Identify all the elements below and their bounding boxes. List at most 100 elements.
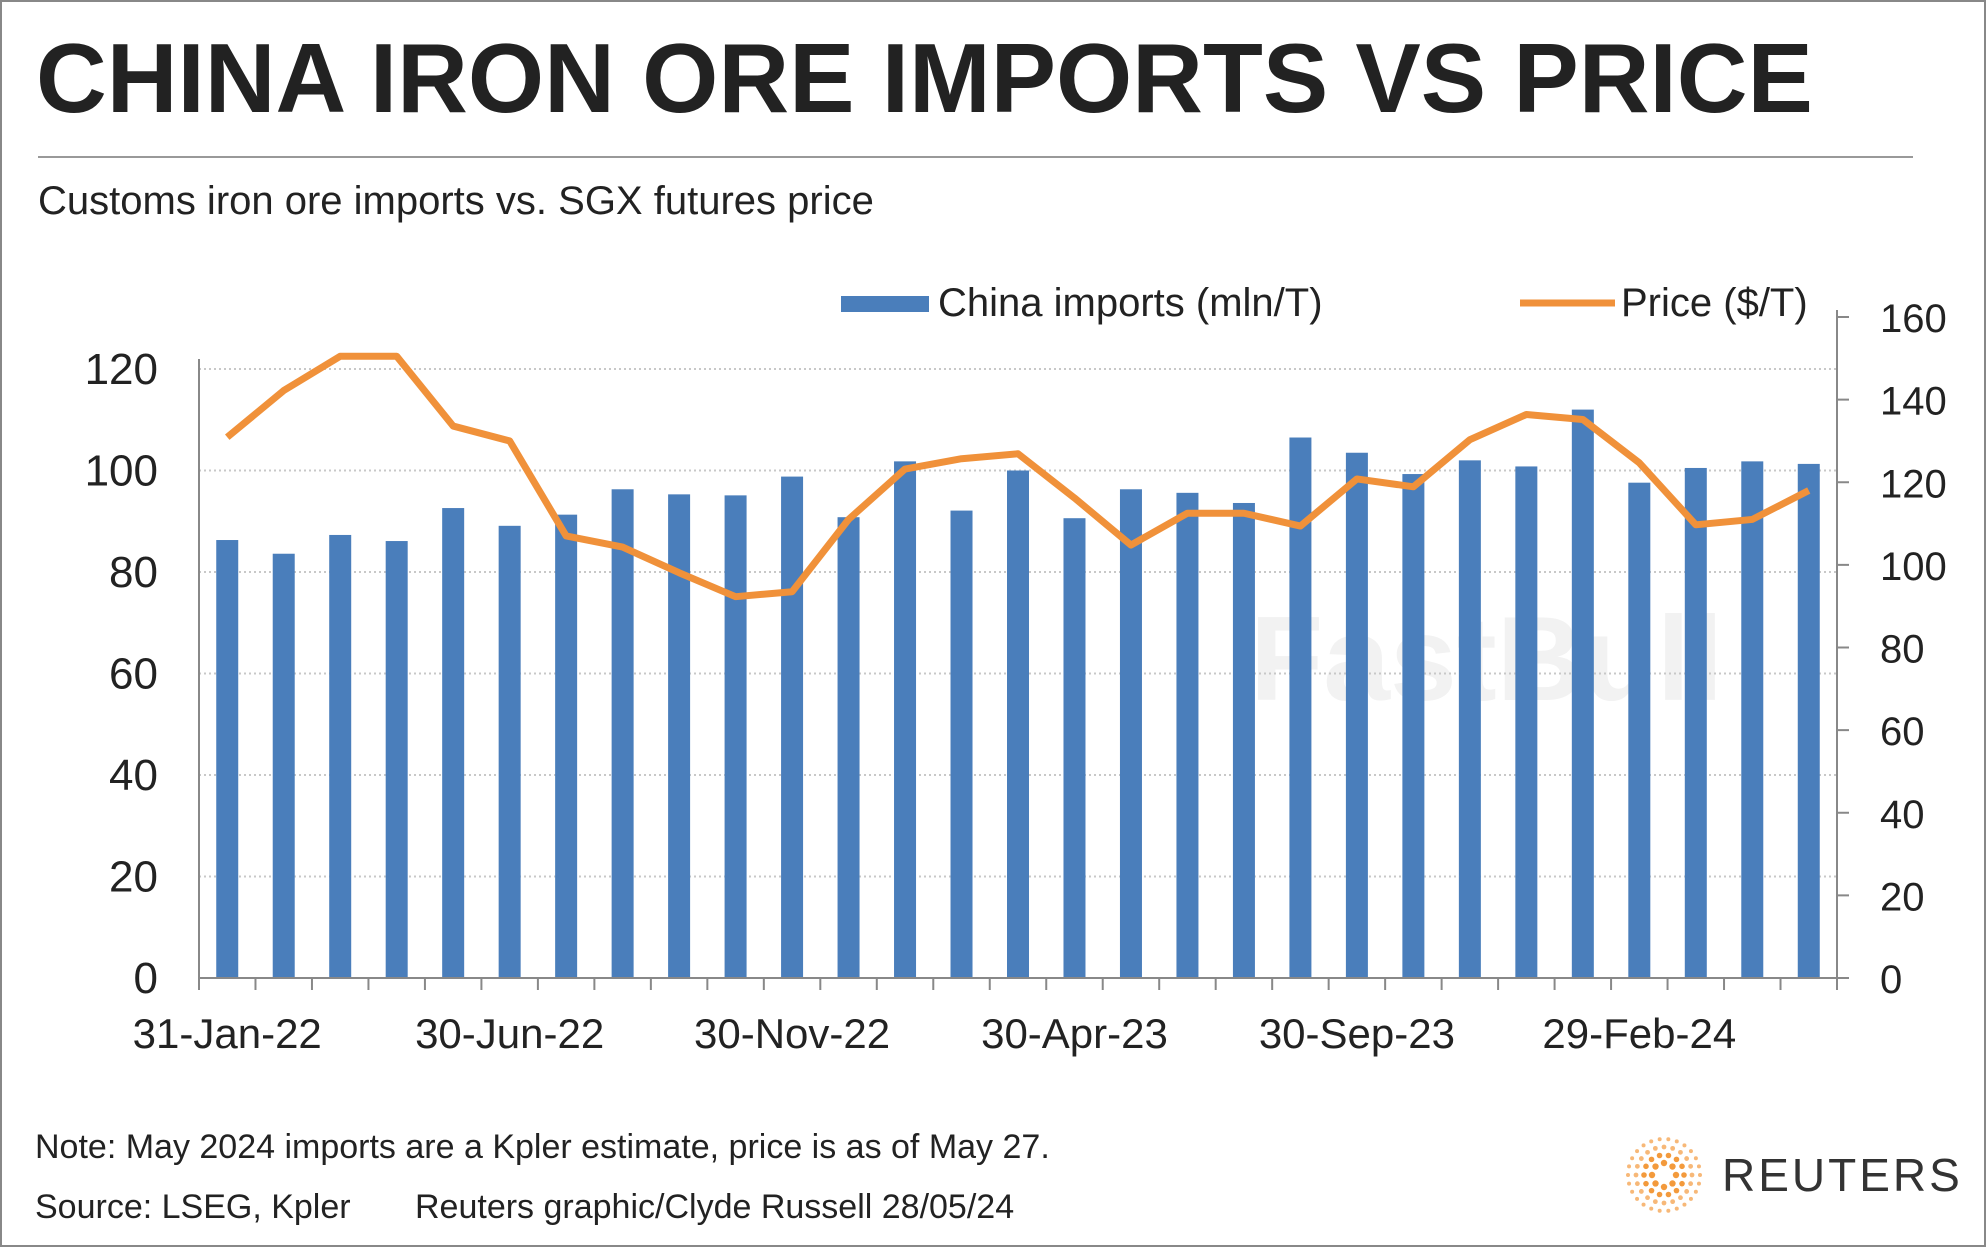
bar-Oct-22: [724, 495, 747, 978]
logo-dot: [1643, 1180, 1649, 1187]
logo-dot: [1696, 1181, 1701, 1186]
logo-dot: [1649, 1139, 1654, 1144]
logo-dot: [1661, 1200, 1667, 1206]
line-series: [225, 352, 1811, 601]
reuters-logo-text: REUTERS: [1722, 1149, 1963, 1201]
logo-dot: [1648, 1171, 1656, 1179]
logo-dot: [1630, 1189, 1635, 1194]
bar-Aug-23: [1289, 437, 1312, 978]
logo-dot: [1657, 1208, 1662, 1213]
logo-dot: [1656, 1152, 1663, 1159]
bar-Mar-24: [1684, 467, 1707, 978]
logo-dot: [1635, 1149, 1640, 1154]
logo-dot: [1688, 1196, 1693, 1201]
y-right-tick-label: 160: [1880, 297, 1947, 341]
bar-May-24: [1797, 463, 1820, 979]
logo-dot: [1673, 1187, 1680, 1194]
logo-dot: [1627, 1164, 1632, 1169]
bar-series: [216, 409, 1820, 979]
logo-dot: [1657, 1137, 1662, 1142]
logo-dot: [1693, 1189, 1698, 1194]
logo-dot: [1688, 1163, 1694, 1169]
y-left-tick-label: 100: [85, 447, 158, 496]
axes: 0 20 40 60 80 100 120 0 20 40 60 80 100 120 140 160 31-J…: [85, 297, 1947, 1057]
source-text: Source: LSEG, Kpler: [35, 1188, 351, 1226]
logo-dot: [1672, 1171, 1680, 1179]
bar-Jan-23: [894, 461, 917, 978]
y-right-tick-label: 40: [1880, 793, 1925, 837]
x-tick-label: 30-Apr-23: [981, 1010, 1168, 1057]
logo-dot: [1652, 1199, 1658, 1205]
logo-dot: [1652, 1145, 1658, 1151]
logo-dot: [1648, 1156, 1655, 1163]
logo-dot: [1626, 1173, 1630, 1177]
logo-dot: [1660, 1159, 1668, 1167]
logo-dot: [1682, 1202, 1687, 1207]
logo-dot: [1652, 1180, 1659, 1187]
bar-Feb-24: [1628, 482, 1651, 978]
logo-dot: [1645, 1195, 1650, 1201]
bar-Oct-23: [1402, 474, 1425, 978]
logo-dot: [1665, 1152, 1672, 1159]
logo-dot: [1681, 1172, 1687, 1178]
gridlines: [199, 368, 1837, 878]
chart-title: CHINA IRON ORE IMPORTS VS PRICE: [36, 23, 1813, 133]
credit-text: Reuters graphic/Clyde Russell 28/05/24: [415, 1188, 1014, 1226]
bar-Nov-22: [781, 476, 804, 978]
logo-dot: [1674, 1139, 1679, 1144]
bar-Jun-22: [498, 525, 521, 978]
logo-dot: [1627, 1181, 1632, 1186]
y-left-tick-label: 60: [109, 650, 158, 699]
logo-dot: [1638, 1189, 1644, 1194]
y-right-tick-label: 100: [1880, 545, 1947, 589]
x-tick-label: 29-Feb-24: [1542, 1010, 1736, 1057]
logo-dot: [1693, 1156, 1698, 1161]
logo-dot: [1684, 1189, 1690, 1194]
watermark: FastBull: [1250, 592, 1723, 726]
logo-dot: [1641, 1172, 1647, 1178]
bar-May-23: [1119, 489, 1142, 978]
bar-Aug-22: [611, 489, 634, 978]
logo-dot: [1656, 1191, 1663, 1198]
bar-Sep-22: [668, 494, 691, 978]
logo-dot: [1665, 1191, 1672, 1198]
logo-dot: [1648, 1187, 1655, 1194]
bar-Jul-23: [1232, 502, 1255, 978]
logo-dot: [1669, 1163, 1676, 1170]
y-right-tick-label: 140: [1880, 380, 1947, 424]
watermark-text: FastBull: [1250, 592, 1723, 726]
bar-Apr-23: [1063, 518, 1086, 978]
y-left-tick-label: 20: [109, 853, 158, 902]
logo-dot: [1633, 1172, 1639, 1178]
chart-subtitle: Customs iron ore imports vs. SGX futures…: [38, 179, 874, 223]
bar-Jan-22: [216, 540, 239, 978]
logo-dot: [1678, 1195, 1683, 1201]
bar-Apr-22: [385, 541, 408, 978]
bar-Nov-23: [1458, 460, 1481, 979]
logo-dot: [1670, 1199, 1676, 1205]
logo-dot: [1679, 1163, 1685, 1170]
logo-dot: [1688, 1149, 1693, 1154]
x-tick-label: 31-Jan-22: [133, 1010, 322, 1057]
logo-dot: [1634, 1163, 1640, 1169]
legend-label-price: Price ($/T): [1621, 281, 1808, 325]
y-right-tick-label: 20: [1880, 875, 1925, 919]
logo-dot: [1635, 1196, 1640, 1201]
reuters-dots-icon: [1626, 1137, 1702, 1213]
x-tick-label: 30-Sep-23: [1259, 1010, 1455, 1057]
logo-dot: [1660, 1183, 1668, 1191]
logo-dot: [1630, 1156, 1635, 1161]
note-text: Note: May 2024 imports are a Kpler estim…: [35, 1128, 1050, 1166]
logo-dot: [1679, 1180, 1685, 1187]
logo-dot: [1689, 1172, 1695, 1178]
y-right-tick-label: 120: [1880, 462, 1947, 506]
bar-May-22: [442, 508, 465, 978]
bar-Mar-22: [329, 534, 352, 978]
logo-dot: [1666, 1137, 1671, 1142]
logo-dot: [1641, 1202, 1646, 1207]
logo-dot: [1666, 1208, 1671, 1213]
y-left-tick-label: 80: [109, 548, 158, 597]
x-tick-label: 30-Nov-22: [694, 1010, 890, 1057]
logo-dot: [1698, 1173, 1702, 1177]
